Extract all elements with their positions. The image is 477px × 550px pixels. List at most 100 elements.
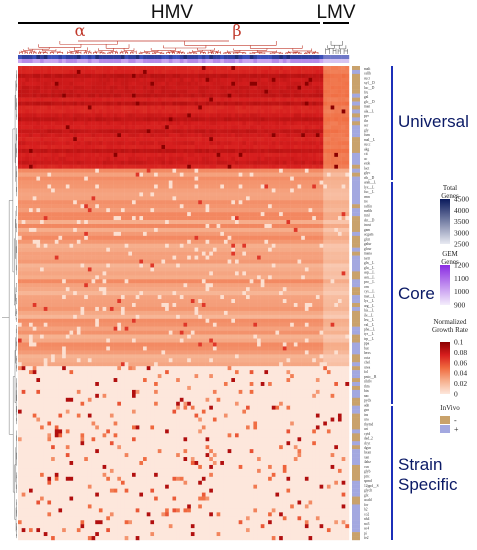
heatmap-cell (128, 176, 133, 181)
heatmap-cell (76, 239, 81, 244)
heatmap-cell (128, 267, 133, 272)
heatmap-cell (25, 220, 30, 225)
heatmap-cell (290, 97, 295, 102)
heatmap-cell (69, 220, 74, 225)
heatmap-cell (275, 216, 280, 221)
heatmap-cell (220, 220, 225, 225)
heatmap-cell (275, 101, 280, 106)
heatmap-cell (95, 77, 100, 82)
heatmap-cell (120, 224, 125, 229)
heatmap-cell (25, 121, 30, 126)
heatmap-cell (201, 216, 206, 221)
heatmap-cell (84, 275, 89, 280)
heatmap-cell (337, 188, 342, 193)
heatmap-cell (43, 113, 48, 118)
heatmap-cell (319, 73, 324, 79)
heatmap-cell (231, 279, 236, 284)
heatmap-cell (323, 121, 328, 126)
heatmap-cell (282, 184, 287, 189)
heatmap-cell (319, 156, 324, 161)
heatmap-cell (124, 247, 129, 252)
heatmap-cell (326, 271, 331, 276)
heatmap-cell (54, 73, 59, 79)
heatmap-cell (47, 251, 52, 256)
heatmap-cell (234, 235, 239, 240)
heatmap-cell (117, 184, 122, 189)
heatmap-cell (58, 239, 63, 244)
heatmap-cell (216, 212, 221, 217)
heatmap-cell (253, 160, 258, 165)
heatmap-cell (65, 279, 70, 284)
heatmap-cell (209, 101, 214, 106)
heatmap-cell (120, 263, 125, 268)
heatmap-cell (51, 137, 55, 142)
heatmap-cell (40, 148, 44, 154)
heatmap-cell (194, 109, 199, 114)
heatmap-cell (117, 133, 122, 138)
heatmap-cell (345, 212, 350, 217)
heatmap-cell (62, 77, 67, 82)
heatmap-cell (25, 89, 30, 94)
heatmap-cell (260, 267, 265, 272)
heatmap-cell (293, 145, 298, 150)
heatmap-cell (40, 283, 44, 288)
heatmap-cell (220, 196, 225, 201)
heatmap-cell (165, 251, 169, 256)
heatmap-cell (279, 85, 283, 90)
heatmap-cell (271, 77, 276, 82)
heatmap-cell (172, 113, 177, 118)
heatmap-cell (143, 243, 147, 248)
heatmap-cell (194, 231, 199, 237)
heatmap-cell (231, 117, 236, 122)
heatmap-cell (40, 176, 44, 181)
heatmap-cell (73, 192, 78, 197)
heatmap-cell (179, 105, 184, 110)
heatmap-cell (264, 121, 269, 126)
heatmap-cell (290, 263, 295, 268)
heatmap-cell (51, 224, 55, 229)
heatmap-cell (253, 152, 258, 158)
heatmap-cell (290, 227, 295, 233)
heatmap-cell (143, 109, 147, 114)
heatmap-cell (216, 145, 221, 150)
heatmap-cell (183, 77, 188, 82)
heatmap-cell (337, 89, 342, 94)
heatmap-cell (253, 145, 258, 150)
heatmap-cell (183, 251, 188, 256)
heatmap-cell (54, 117, 59, 122)
heatmap-cell (268, 160, 272, 165)
heatmap-cell (176, 145, 181, 150)
heatmap-cell (308, 188, 313, 193)
heatmap-cell (161, 184, 166, 189)
heatmap-cell (47, 101, 52, 106)
heatmap-cell (345, 196, 350, 201)
heatmap-cell (220, 231, 225, 237)
heatmap-cell (98, 184, 103, 189)
heatmap-cell (43, 117, 48, 122)
heatmap-cell (242, 105, 247, 110)
heatmap-cell (36, 283, 41, 288)
heatmap-cell (29, 105, 33, 110)
heatmap-cell (69, 271, 74, 276)
heatmap-cell (80, 227, 85, 233)
heatmap-cell (113, 279, 118, 284)
heatmap-cell (194, 117, 199, 122)
heatmap-cell (205, 85, 210, 90)
heatmap-cell (25, 267, 30, 272)
heatmap-cell (161, 267, 166, 272)
heatmap-cell (54, 283, 59, 288)
heatmap-cell (150, 125, 155, 130)
heatmap-cell (40, 105, 44, 110)
heatmap-cell (308, 263, 313, 268)
heatmap-cell (165, 97, 169, 102)
heatmap-cell (47, 227, 52, 233)
heatmap-cell (43, 184, 48, 189)
heatmap-cell (139, 180, 144, 185)
heatmap-cell (40, 208, 44, 213)
heatmap-cell (198, 279, 203, 284)
heatmap-cell (69, 263, 74, 268)
heatmap-cell (198, 224, 203, 229)
heatmap-cell (249, 164, 254, 169)
heatmap-cell (323, 255, 328, 260)
heatmap-cell (58, 271, 63, 276)
